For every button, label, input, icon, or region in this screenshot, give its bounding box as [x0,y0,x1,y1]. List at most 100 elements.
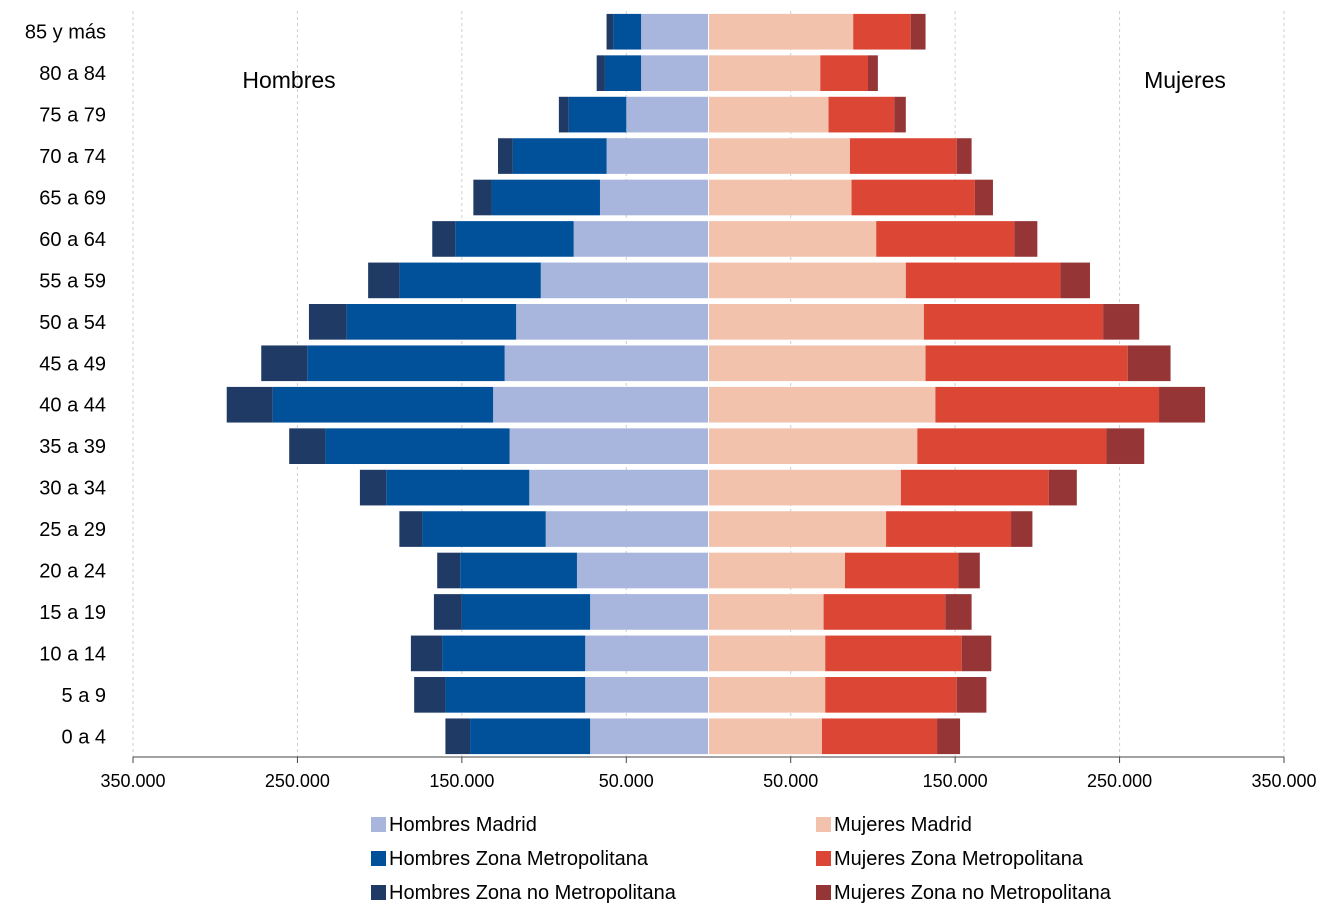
category-label: 45 a 49 [39,353,106,375]
bar-segment [708,718,822,755]
bar-segment [828,96,895,133]
bar-segment [386,469,530,506]
bar-segment [708,138,850,174]
bar-segment [473,179,492,216]
bar-segment [974,179,993,216]
bar-segment [708,594,824,630]
bar-segment [956,677,987,713]
bar-segment [1011,511,1033,547]
bar-segment [433,594,462,630]
bar-segment [1048,469,1077,506]
bar-segment [498,138,513,174]
category-label: 25 a 29 [39,519,106,541]
bar-segment [708,179,852,216]
bar-segment [956,138,972,174]
legend-swatch [816,817,831,832]
bar-segment [568,96,627,133]
legend-label: Hombres Zona no Metropolitana [389,882,677,904]
bar-segment [573,221,709,257]
bar-segment [461,594,591,630]
bar-segment [844,552,959,589]
category-label: 85 y más [25,22,106,44]
bar-segment [512,138,607,174]
bar-segment [493,386,709,423]
bar-segment [905,262,1061,299]
bar-segment [410,635,443,672]
bar-segment [1060,262,1090,299]
bar-segment [945,594,972,630]
bar-segment [1103,304,1140,340]
bar-segment [626,96,709,133]
bar-segment [641,13,709,50]
bar-segment [346,304,517,340]
category-label: 60 a 64 [39,229,106,251]
bar-segment [540,262,709,299]
bar-segment [307,345,505,382]
bar-segment [820,55,868,91]
category-label: 15 a 19 [39,602,106,624]
x-tick-label: 250.000 [1087,771,1152,791]
bar-segment [958,552,980,589]
bar-segment [910,13,926,50]
legend-label: Mujeres Madrid [834,814,972,836]
bar-segment [504,345,709,382]
bar-segment [325,428,510,464]
category-label: 70 a 74 [39,146,106,168]
category-label: 30 a 34 [39,478,106,500]
bar-segment [399,262,541,299]
category-label: 75 a 79 [39,105,106,127]
category-label: 20 a 24 [39,561,106,583]
category-label: 5 a 9 [62,685,106,707]
legend-label: Mujeres Zona Metropolitana [834,848,1084,870]
bar-segment [455,221,574,257]
bar-segment [825,677,957,713]
category-label: 0 a 4 [62,726,106,748]
x-axis: 350.000 250.000 150.000 50.000 50.000 150.000… [100,756,1317,791]
gridlines [132,11,1285,757]
bar-segment [516,304,709,340]
bar-segment [226,386,273,423]
bar-segment [853,13,911,50]
legend-swatch [371,851,386,866]
bar-segment [925,345,1128,382]
bar-segment [460,552,577,589]
bar-segment [599,179,709,216]
bar-segment [708,428,918,464]
legend-label: Mujeres Zona no Metropolitana [834,882,1112,904]
category-label: 50 a 54 [39,312,106,334]
bar-segment [708,221,877,257]
bar-segment [422,511,546,547]
bar-segment [399,511,423,547]
bar-segment [708,677,826,713]
bar-segment [308,304,347,340]
bar-segment [414,677,446,713]
bar-segment [585,635,709,672]
legend-label: Hombres Zona Metropolitana [389,848,649,870]
x-tick-label: 50.000 [599,771,654,791]
bar-segment [604,55,642,91]
bar-segment [491,179,600,216]
side-label-mujeres: Mujeres [1144,67,1226,93]
bar-segment [442,635,586,672]
bar-segment [613,13,642,50]
bar-segment [708,635,826,672]
bar-segment [708,13,854,50]
bars [226,11,1206,757]
bar-segment [821,718,938,755]
x-tick-label: 50.000 [763,771,818,791]
bar-segment [708,469,901,506]
bar-segment [708,262,906,299]
category-label: 55 a 59 [39,270,106,292]
bar-segment [917,428,1107,464]
bar-segment [894,96,906,133]
legend-swatch [371,817,386,832]
bar-segment [1106,428,1145,464]
bar-segment [708,304,924,340]
bar-segment [432,221,456,257]
x-tick-label: 150.000 [429,771,494,791]
legend-swatch [816,851,831,866]
bar-segment [900,469,1049,506]
legend-swatch [371,885,386,900]
bar-segment [937,718,961,755]
bar-segment [289,428,326,464]
